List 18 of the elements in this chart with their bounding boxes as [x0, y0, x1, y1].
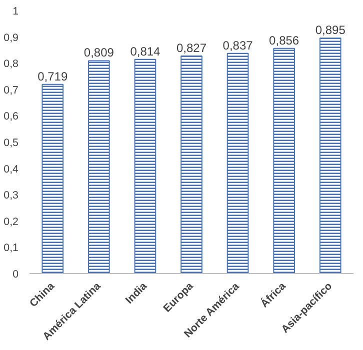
y-tick-label: 0,7 — [4, 84, 19, 96]
y-tick-label: 0,2 — [4, 216, 19, 228]
y-tick-label: 0,8 — [4, 58, 19, 70]
data-label: 0,719 — [38, 69, 68, 84]
data-label: 0,837 — [222, 38, 254, 52]
y-tick-label: 1 — [12, 6, 19, 18]
y-tick-label: 0,4 — [4, 163, 19, 176]
y-tick-label: 0,6 — [4, 110, 19, 123]
y-tick-label: 0,3 — [4, 190, 19, 202]
data-label: 0,827 — [176, 41, 207, 55]
data-label: 0,814 — [130, 44, 161, 58]
y-tick-label: 0,9 — [4, 32, 19, 44]
y-tick-label: 0,5 — [4, 137, 19, 149]
data-label: 0,809 — [84, 46, 114, 60]
data-label: 0,856 — [269, 33, 300, 48]
data-label: 0,895 — [315, 23, 346, 38]
y-tick-label: 0,1 — [4, 242, 19, 254]
y-tick-label: 0 — [12, 268, 19, 280]
